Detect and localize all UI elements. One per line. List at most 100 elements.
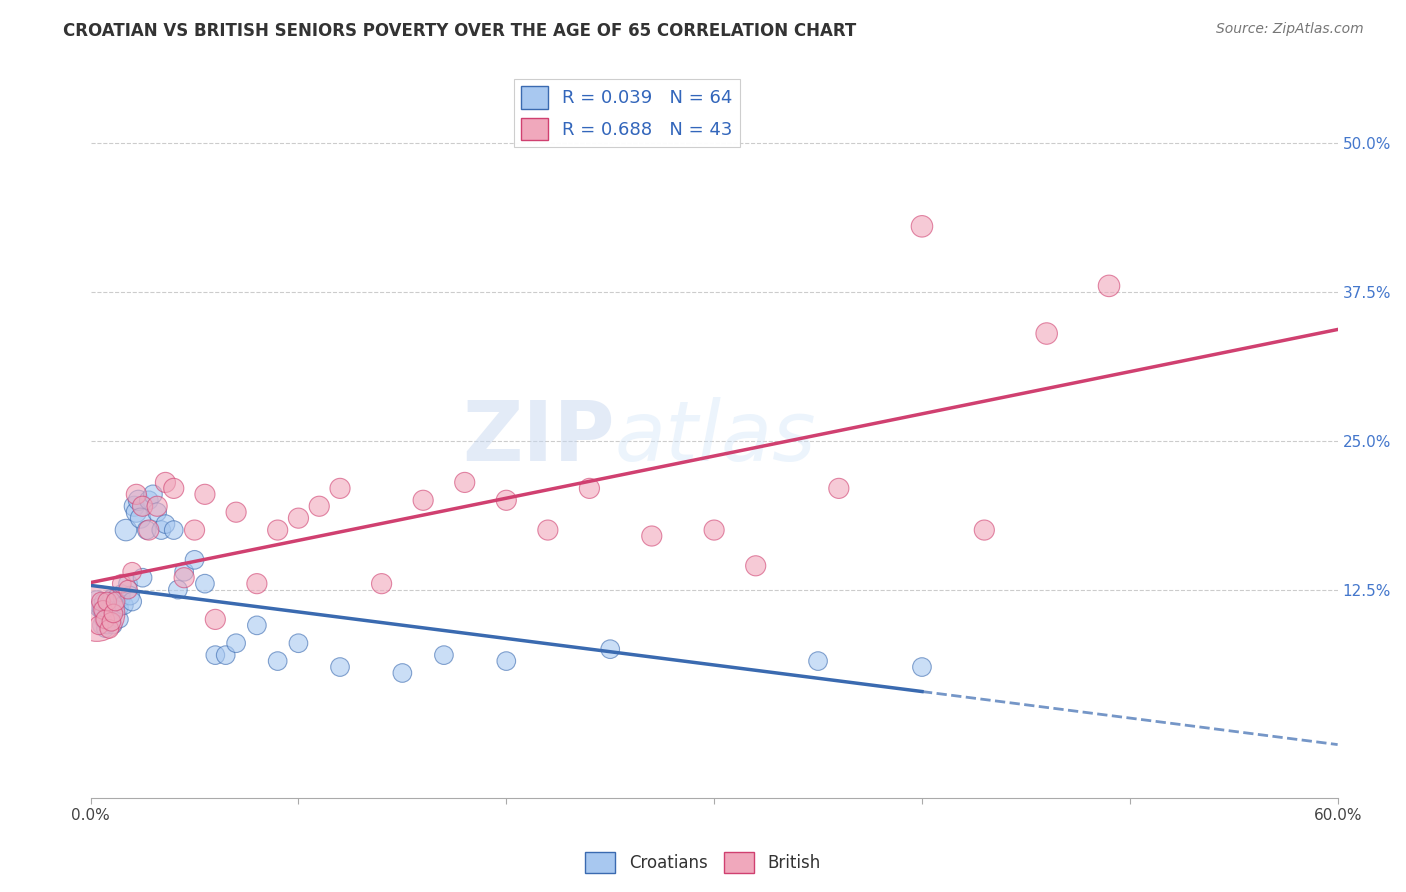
Point bbox=[173, 565, 195, 579]
Point bbox=[94, 612, 117, 626]
Point bbox=[111, 576, 134, 591]
Point bbox=[266, 523, 288, 537]
Point bbox=[100, 591, 122, 605]
Text: atlas: atlas bbox=[614, 397, 815, 478]
Point bbox=[96, 618, 118, 632]
Point bbox=[115, 523, 138, 537]
Point bbox=[111, 591, 134, 605]
Point bbox=[87, 600, 110, 615]
Point bbox=[94, 622, 117, 636]
Point bbox=[100, 598, 122, 612]
Point bbox=[1035, 326, 1057, 341]
Point bbox=[125, 505, 148, 519]
Point bbox=[90, 618, 112, 632]
Point bbox=[973, 523, 995, 537]
Text: CROATIAN VS BRITISH SENIORS POVERTY OVER THE AGE OF 65 CORRELATION CHART: CROATIAN VS BRITISH SENIORS POVERTY OVER… bbox=[63, 22, 856, 40]
Point bbox=[91, 594, 114, 608]
Point bbox=[91, 607, 114, 621]
Point bbox=[98, 600, 121, 615]
Point bbox=[122, 500, 145, 514]
Point bbox=[703, 523, 725, 537]
Point bbox=[86, 607, 108, 621]
Point bbox=[246, 618, 269, 632]
Point bbox=[308, 500, 330, 514]
Point bbox=[266, 654, 288, 668]
Point bbox=[155, 517, 177, 532]
Point bbox=[146, 500, 169, 514]
Point bbox=[807, 654, 830, 668]
Point bbox=[100, 615, 122, 629]
Point bbox=[96, 603, 118, 617]
Point bbox=[163, 482, 186, 496]
Point bbox=[599, 642, 621, 657]
Point bbox=[454, 475, 477, 490]
Point bbox=[98, 594, 121, 608]
Point bbox=[117, 582, 139, 597]
Point bbox=[495, 493, 517, 508]
Point bbox=[138, 523, 160, 537]
Point bbox=[117, 576, 139, 591]
Point bbox=[120, 589, 142, 603]
Point bbox=[204, 612, 226, 626]
Point bbox=[104, 603, 127, 617]
Point bbox=[155, 475, 177, 490]
Point bbox=[108, 600, 131, 615]
Point bbox=[391, 665, 413, 680]
Point bbox=[104, 598, 127, 612]
Point bbox=[131, 571, 153, 585]
Point bbox=[103, 618, 125, 632]
Text: Source: ZipAtlas.com: Source: ZipAtlas.com bbox=[1216, 22, 1364, 37]
Point bbox=[111, 586, 134, 600]
Point bbox=[183, 553, 205, 567]
Point bbox=[125, 487, 148, 501]
Point bbox=[194, 576, 217, 591]
Legend: Croatians, British: Croatians, British bbox=[579, 846, 827, 880]
Point bbox=[173, 571, 195, 585]
Point bbox=[329, 660, 352, 674]
Point bbox=[142, 487, 165, 501]
Point bbox=[329, 482, 352, 496]
Point bbox=[183, 523, 205, 537]
Point bbox=[104, 594, 127, 608]
Point bbox=[412, 493, 434, 508]
Point bbox=[108, 612, 131, 626]
Point bbox=[91, 603, 114, 617]
Point bbox=[135, 523, 157, 537]
Legend: R = 0.039   N = 64, R = 0.688   N = 43: R = 0.039 N = 64, R = 0.688 N = 43 bbox=[513, 79, 740, 147]
Point bbox=[911, 660, 934, 674]
Point bbox=[96, 598, 118, 612]
Point bbox=[100, 612, 122, 626]
Point bbox=[194, 487, 217, 501]
Point bbox=[150, 523, 173, 537]
Point bbox=[641, 529, 664, 543]
Point bbox=[98, 608, 121, 623]
Point bbox=[146, 505, 169, 519]
Point bbox=[433, 648, 456, 662]
Point bbox=[495, 654, 517, 668]
Point bbox=[225, 505, 247, 519]
Point bbox=[537, 523, 560, 537]
Point bbox=[107, 594, 129, 608]
Point bbox=[246, 576, 269, 591]
Point bbox=[112, 598, 135, 612]
Point bbox=[1098, 278, 1121, 293]
Point bbox=[578, 482, 600, 496]
Point bbox=[127, 493, 149, 508]
Point bbox=[96, 594, 118, 608]
Point bbox=[225, 636, 247, 650]
Point bbox=[287, 511, 309, 525]
Point bbox=[370, 576, 392, 591]
Point bbox=[204, 648, 226, 662]
Point bbox=[129, 511, 152, 525]
Point bbox=[104, 591, 127, 605]
Text: ZIP: ZIP bbox=[461, 397, 614, 478]
Point bbox=[215, 648, 238, 662]
Point bbox=[911, 219, 934, 234]
Point bbox=[744, 558, 766, 573]
Point bbox=[138, 493, 160, 508]
Point bbox=[94, 612, 117, 626]
Point bbox=[107, 589, 129, 603]
Point bbox=[90, 594, 112, 608]
Point bbox=[828, 482, 851, 496]
Point bbox=[131, 500, 153, 514]
